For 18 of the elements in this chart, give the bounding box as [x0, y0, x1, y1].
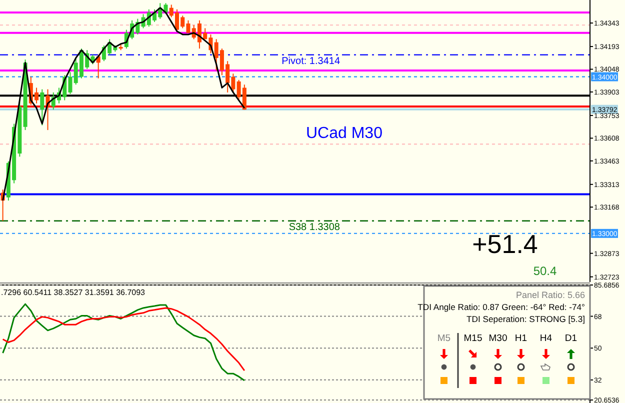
annotation: .7296 60.5411 38.3527 31.3591 36.7093 [1, 288, 146, 297]
category-label: H4 [540, 333, 552, 344]
category-label: M5 [437, 333, 451, 344]
category-label: M15 [464, 333, 482, 344]
ref-line-label: Pivot: 1.3414 [282, 56, 340, 67]
candlestick [40, 88, 44, 126]
category-label: M30 [488, 333, 508, 344]
annotation: 50.4 [533, 264, 557, 278]
annotation: Panel Ratio: 5.66 [516, 290, 585, 300]
annotation: TDI Seperation: STRONG [5.3] [466, 314, 585, 324]
annotation: +51.4 [472, 229, 538, 259]
line-series [2, 303, 246, 382]
category-label: D1 [564, 333, 578, 344]
category-label: H1 [514, 333, 528, 344]
ref-line-label: S38 1.3308 [288, 222, 340, 233]
text: UCad M30 [306, 125, 383, 142]
annotation: TDI Angle Ratio: 0.87 Green: -64° Red: -74° [418, 302, 585, 312]
line-series [2, 307, 246, 372]
